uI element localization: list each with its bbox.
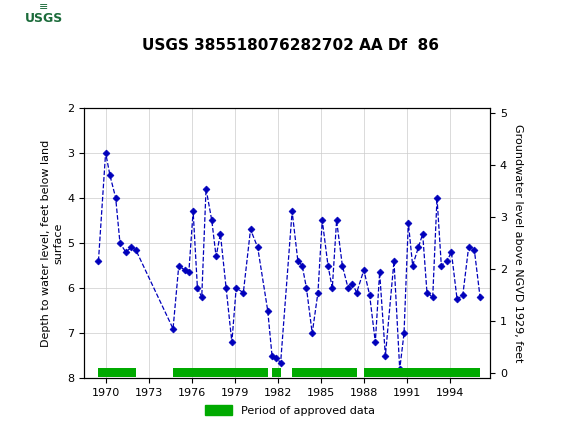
Y-axis label: Depth to water level, feet below land
surface: Depth to water level, feet below land su…: [42, 139, 63, 347]
Y-axis label: Groundwater level above NGVD 1929, feet: Groundwater level above NGVD 1929, feet: [513, 124, 523, 362]
Text: USGS: USGS: [24, 12, 63, 25]
FancyBboxPatch shape: [6, 4, 81, 35]
Bar: [99, 369, 136, 377]
Bar: [292, 369, 357, 377]
Bar: [173, 369, 268, 377]
Bar: [272, 369, 281, 377]
Text: USGS 385518076282702 AA Df  86: USGS 385518076282702 AA Df 86: [142, 38, 438, 52]
Bar: [364, 369, 480, 377]
Legend: Period of approved data: Period of approved data: [200, 401, 380, 421]
Text: ≡: ≡: [39, 2, 48, 12]
